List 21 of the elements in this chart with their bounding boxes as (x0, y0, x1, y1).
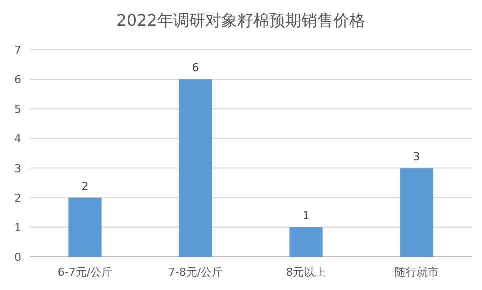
x-tick-label: 8元以上 (286, 266, 326, 279)
bar (290, 227, 323, 257)
x-tick-label: 随行就市 (394, 266, 439, 279)
y-tick-label: 1 (14, 221, 22, 234)
data-label: 3 (413, 150, 420, 164)
x-tick-label: 6-7元/公斤 (58, 266, 113, 279)
y-tick-label: 7 (14, 44, 22, 57)
y-tick-label: 3 (14, 162, 22, 176)
y-tick-label: 0 (14, 251, 22, 264)
data-label: 2 (82, 180, 89, 193)
chart-title: 2022年调研对象籽棉预期销售价格 (116, 11, 366, 30)
data-label: 1 (302, 209, 310, 222)
y-tick-label: 5 (14, 103, 22, 116)
data-label: 6 (192, 62, 200, 75)
y-tick-label: 2 (14, 192, 22, 205)
bar (400, 168, 434, 257)
x-tick-label: 7-8元/公斤 (168, 266, 224, 279)
bar (68, 198, 102, 257)
bar (179, 80, 212, 257)
y-tick-label: 4 (14, 132, 22, 146)
y-tick-label: 6 (14, 74, 22, 87)
